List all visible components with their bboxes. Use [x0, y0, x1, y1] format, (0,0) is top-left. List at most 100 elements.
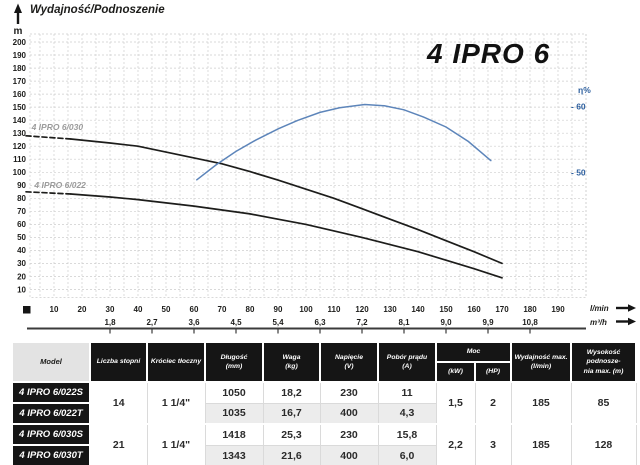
table-subheader-row: (kW) (HP) — [12, 361, 636, 383]
col-header-stages: Liczba stopni — [89, 341, 148, 383]
x-axis-arrow-icon — [628, 304, 636, 312]
svg-text:- 60: - 60 — [571, 102, 586, 112]
cell-weight: 16,7 — [262, 402, 321, 425]
cell-weight: 25,3 — [262, 423, 321, 446]
svg-text:140: 140 — [13, 116, 27, 125]
svg-text:50: 50 — [17, 233, 26, 242]
cell-model: 4 IPRO 6/030T — [11, 444, 91, 465]
cell-current: 6,0 — [377, 444, 437, 465]
svg-text:60: 60 — [190, 305, 199, 314]
curve-label-head-030: 4 IPRO 6/030 — [31, 122, 84, 132]
axis-decorations — [14, 3, 636, 334]
table-header-row: Model Liczba stopni Króciec tłoczny Dług… — [11, 341, 638, 383]
cell-weight: 18,2 — [262, 381, 321, 404]
cell-voltage: 230 — [319, 381, 379, 404]
cell-model: 4 IPRO 6/030S — [11, 423, 91, 446]
cell-outlet: 1 1/4" — [146, 381, 206, 425]
svg-text:100: 100 — [299, 305, 313, 314]
col-header-power: Moc — [434, 341, 513, 363]
y-axis-unit-label: m — [13, 26, 23, 37]
curve-head-022-dashed — [25, 190, 72, 195]
cell-voltage: 400 — [319, 444, 379, 465]
svg-text:4,5: 4,5 — [230, 318, 242, 327]
svg-text:170: 170 — [495, 305, 509, 314]
cell-length: 1418 — [204, 423, 264, 446]
svg-text:20: 20 — [78, 305, 87, 314]
svg-text:30: 30 — [17, 259, 26, 268]
svg-text:70: 70 — [218, 305, 227, 314]
svg-text:160: 160 — [13, 90, 27, 99]
col-header-power-kw: (kW) — [435, 361, 476, 383]
cell-stages: 21 — [89, 423, 148, 465]
cell-max-flow: 185 — [510, 423, 572, 465]
svg-text:40: 40 — [134, 305, 143, 314]
y2-axis-label: η% — [578, 85, 591, 95]
svg-text:180: 180 — [13, 64, 27, 73]
origin-marker — [23, 306, 31, 314]
col-header-weight: Waga (kg) — [262, 341, 321, 383]
col-header-current: Pobór prądu (A) — [377, 341, 437, 383]
svg-text:110: 110 — [328, 305, 341, 314]
grid — [29, 33, 587, 298]
cell-power-hp: 2 — [474, 381, 512, 425]
svg-text:170: 170 — [13, 77, 27, 86]
svg-text:190: 190 — [13, 51, 27, 60]
svg-text:9,9: 9,9 — [482, 318, 494, 327]
y-axis-ticks: 10 20 30 40 50 60 70 80 90 100 110 120 130 140 150 160 1… — [13, 38, 27, 294]
model-title: 4 IPRO 6 — [427, 38, 551, 69]
y-axis-arrow-icon — [14, 3, 22, 13]
x-axis-unit-m3h: m³/h — [590, 318, 607, 327]
svg-text:130: 130 — [13, 129, 27, 138]
svg-text:30: 30 — [106, 305, 115, 314]
svg-text:20: 20 — [17, 272, 26, 281]
svg-text:3,6: 3,6 — [188, 318, 200, 327]
cell-power-hp: 3 — [474, 423, 512, 465]
cell-voltage: 230 — [319, 423, 379, 446]
cell-max-head: 128 — [570, 423, 637, 465]
cell-voltage: 400 — [319, 402, 379, 425]
cell-length: 1343 — [204, 444, 264, 465]
svg-text:70: 70 — [17, 207, 26, 216]
chart-canvas: 10 20 30 40 50 60 70 80 90 100 110 120 130 140 150 160 1… — [13, 3, 636, 334]
x-axis-ticks: 10 20 30 40 50 60 70 80 90 100 110 120 130 140 150 160 1… — [50, 304, 609, 327]
cell-outlet: 1 1/4" — [146, 423, 206, 465]
svg-text:10: 10 — [50, 305, 59, 314]
svg-text:90: 90 — [274, 305, 283, 314]
svg-text:5,4: 5,4 — [272, 318, 284, 327]
table-row: 4 IPRO 6/030T 1343 21,6 400 6,0 — [11, 444, 636, 465]
curve-head-030-dashed — [25, 134, 72, 140]
cell-weight: 21,6 — [262, 444, 321, 465]
col-header-outlet: Króciec tłoczny — [146, 341, 206, 383]
svg-text:140: 140 — [411, 305, 425, 314]
svg-text:150: 150 — [439, 305, 453, 314]
svg-text:9,0: 9,0 — [440, 318, 452, 327]
svg-text:50: 50 — [162, 305, 171, 314]
table-row: 4 IPRO 6/022S 14 1 1/4" 1050 18,2 230 11… — [11, 381, 637, 425]
svg-text:10,8: 10,8 — [522, 318, 538, 327]
svg-text:6,3: 6,3 — [314, 318, 326, 327]
svg-text:80: 80 — [246, 305, 255, 314]
svg-text:190: 190 — [551, 305, 565, 314]
cell-stages: 14 — [89, 381, 148, 425]
col-header-voltage: Napięcie (V) — [319, 341, 379, 383]
cell-current: 15,8 — [377, 423, 437, 446]
svg-text:1,8: 1,8 — [104, 318, 116, 327]
x-axis-unit-lmin: l/min — [590, 304, 609, 313]
cell-max-head: 85 — [570, 381, 637, 425]
col-header-power-hp: (HP) — [473, 361, 513, 383]
curve-efficiency — [196, 103, 492, 181]
curve-head-022 — [69, 193, 503, 279]
svg-text:8,1: 8,1 — [398, 318, 410, 327]
svg-text:110: 110 — [13, 155, 26, 164]
svg-text:40: 40 — [17, 246, 26, 255]
svg-text:10: 10 — [17, 285, 26, 294]
svg-text:150: 150 — [13, 103, 27, 112]
spec-table: Model Liczba stopni Króciec tłoczny Dług… — [11, 341, 638, 465]
svg-text:200: 200 — [13, 38, 27, 47]
svg-text:180: 180 — [523, 305, 537, 314]
svg-text:130: 130 — [383, 305, 397, 314]
pump-performance-chart: 10 20 30 40 50 60 70 80 90 100 110 120 130 140 150 160 1… — [13, 3, 636, 334]
curve-label-head-022: 4 IPRO 6/022 — [33, 180, 86, 190]
svg-text:2,7: 2,7 — [146, 318, 158, 327]
